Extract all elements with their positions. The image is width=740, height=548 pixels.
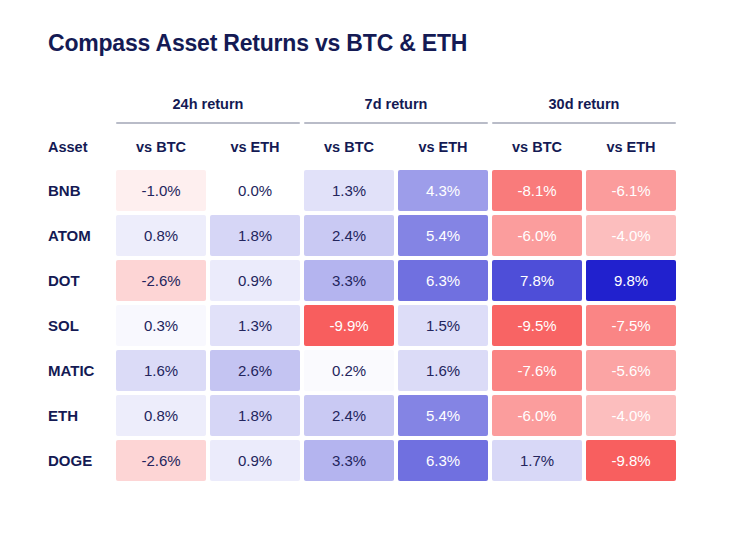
return-cell: 0.8% — [116, 395, 206, 436]
column-header-row: Assetvs BTCvs ETHvs BTCvs ETHvs BTCvs ET… — [48, 124, 676, 170]
period-group-label: 7d return — [365, 96, 428, 112]
page-title: Compass Asset Returns vs BTC & ETH — [48, 30, 467, 57]
return-cell: 6.3% — [398, 260, 488, 301]
return-cell: 0.0% — [210, 170, 300, 211]
return-cell: 1.6% — [116, 350, 206, 391]
heatmap-rows: BNB-1.0%0.0%1.3%4.3%-8.1%-6.1%ATOM0.8%1.… — [48, 170, 676, 481]
period-group-label: 30d return — [549, 96, 620, 112]
period-group-label: 24h return — [173, 96, 244, 112]
return-cell: 1.8% — [210, 215, 300, 256]
return-cell: -4.0% — [586, 215, 676, 256]
return-cell: -1.0% — [116, 170, 206, 211]
return-cell: 1.7% — [492, 440, 582, 481]
return-cell: 2.6% — [210, 350, 300, 391]
return-cell: 3.3% — [304, 260, 394, 301]
return-cell: 3.3% — [304, 440, 394, 481]
return-cell: 0.3% — [116, 305, 206, 346]
group-header-row: 24h return 7d return 30d return — [48, 88, 676, 124]
asset-label: ATOM — [48, 215, 112, 256]
subcolumn-header: vs BTC — [492, 139, 582, 155]
return-cell: 2.4% — [304, 215, 394, 256]
return-cell: -7.5% — [586, 305, 676, 346]
period-group-header: 30d return — [492, 88, 676, 124]
heatmap-row: DOGE-2.6%0.9%3.3%6.3%1.7%-9.8% — [48, 440, 676, 481]
return-cell: -9.5% — [492, 305, 582, 346]
asset-column-spacer — [48, 88, 112, 124]
return-cell: 2.4% — [304, 395, 394, 436]
return-cell: -2.6% — [116, 260, 206, 301]
return-cell: 7.8% — [492, 260, 582, 301]
heatmap-row: MATIC1.6%2.6%0.2%1.6%-7.6%-5.6% — [48, 350, 676, 391]
asset-label: ETH — [48, 395, 112, 436]
return-cell: 0.9% — [210, 440, 300, 481]
return-cell: -6.0% — [492, 215, 582, 256]
heatmap-row: SOL0.3%1.3%-9.9%1.5%-9.5%-7.5% — [48, 305, 676, 346]
return-cell: -9.8% — [586, 440, 676, 481]
heatmap-row: DOT-2.6%0.9%3.3%6.3%7.8%9.8% — [48, 260, 676, 301]
asset-label: BNB — [48, 170, 112, 211]
period-group-rule — [492, 122, 676, 124]
return-cell: -7.6% — [492, 350, 582, 391]
period-group-rule — [116, 122, 300, 124]
return-cell: 4.3% — [398, 170, 488, 211]
asset-returns-report: Compass Asset Returns vs BTC & ETH 24h r… — [0, 0, 740, 548]
return-cell: 0.8% — [116, 215, 206, 256]
asset-label: SOL — [48, 305, 112, 346]
return-cell: -9.9% — [304, 305, 394, 346]
subcolumn-header: vs BTC — [304, 139, 394, 155]
heatmap-row: ATOM0.8%1.8%2.4%5.4%-6.0%-4.0% — [48, 215, 676, 256]
asset-label: DOGE — [48, 440, 112, 481]
subcolumn-header: vs BTC — [116, 139, 206, 155]
return-cell: -6.1% — [586, 170, 676, 211]
return-cell: -4.0% — [586, 395, 676, 436]
subcolumn-header: vs ETH — [586, 139, 676, 155]
return-cell: 0.9% — [210, 260, 300, 301]
return-cell: -2.6% — [116, 440, 206, 481]
return-cell: -6.0% — [492, 395, 582, 436]
return-cell: 1.3% — [304, 170, 394, 211]
return-cell: 0.2% — [304, 350, 394, 391]
asset-column-header: Asset — [48, 139, 112, 155]
heatmap-row: BNB-1.0%0.0%1.3%4.3%-8.1%-6.1% — [48, 170, 676, 211]
return-cell: 9.8% — [586, 260, 676, 301]
return-cell: -8.1% — [492, 170, 582, 211]
return-cell: 1.3% — [210, 305, 300, 346]
return-cell: 5.4% — [398, 395, 488, 436]
return-cell: 1.5% — [398, 305, 488, 346]
heatmap-row: ETH0.8%1.8%2.4%5.4%-6.0%-4.0% — [48, 395, 676, 436]
period-group-header: 24h return — [116, 88, 300, 124]
returns-heatmap-table: 24h return7d return30d return Assetvs BT… — [48, 88, 676, 481]
return-cell: 6.3% — [398, 440, 488, 481]
return-cell: 1.8% — [210, 395, 300, 436]
subcolumn-header: vs ETH — [210, 139, 300, 155]
return-cell: 5.4% — [398, 215, 488, 256]
period-group-header: 7d return — [304, 88, 488, 124]
return-cell: 1.6% — [398, 350, 488, 391]
period-group-rule — [304, 122, 488, 124]
subcolumn-header: vs ETH — [398, 139, 488, 155]
asset-label: DOT — [48, 260, 112, 301]
asset-label: MATIC — [48, 350, 112, 391]
return-cell: -5.6% — [586, 350, 676, 391]
